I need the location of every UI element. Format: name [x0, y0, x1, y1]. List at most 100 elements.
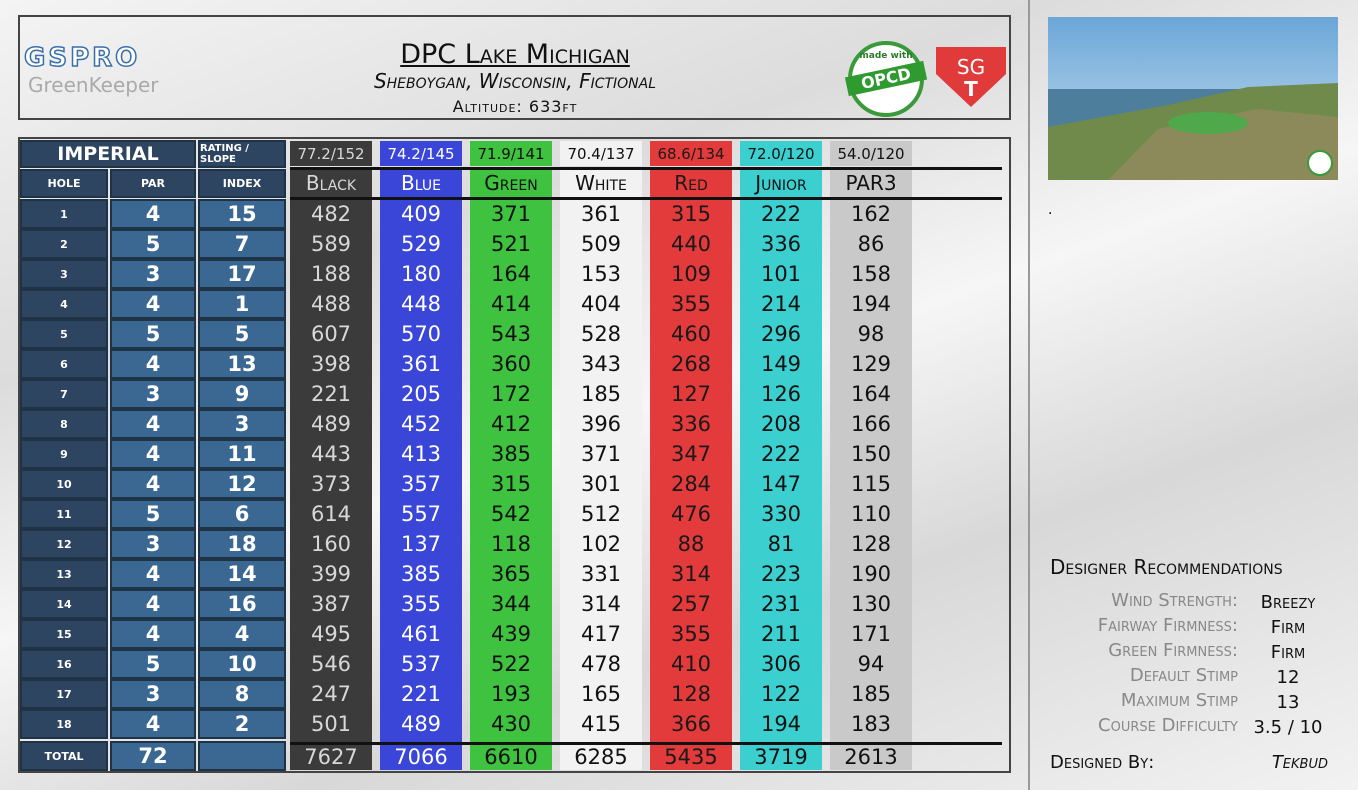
hole-hole: 2 [20, 229, 108, 259]
yardage: 398 [310, 352, 352, 376]
tee-total: 7627 [304, 745, 358, 769]
tee-rating: 72.0/120 [740, 141, 822, 166]
yardage: 164 [490, 262, 532, 286]
yardage: 160 [310, 532, 352, 556]
yardage: 137 [400, 532, 442, 556]
yardage: 331 [580, 562, 622, 586]
yardage: 109 [670, 262, 712, 286]
yardage: 165 [580, 682, 622, 706]
yardage: 88 [677, 532, 705, 556]
yardage: 589 [310, 232, 352, 256]
tee-name: PAR3 [845, 171, 897, 195]
dot: . [1048, 202, 1053, 218]
hole-par: 4 [110, 469, 196, 499]
tee-total: 2613 [844, 745, 898, 769]
hole-par: 4 [110, 439, 196, 469]
yardage: 371 [490, 202, 532, 226]
col-index: INDEX [198, 169, 286, 198]
yardage: 344 [490, 592, 532, 616]
rec-label: Green Firmness: [1108, 640, 1238, 661]
hole-index: 17 [198, 259, 286, 289]
tee-name: Red [674, 171, 708, 195]
yardage: 404 [580, 292, 622, 316]
rec-label: Default Stimp [1129, 665, 1238, 686]
yardage: 347 [670, 442, 712, 466]
rec-label: Maximum Stimp [1120, 690, 1238, 711]
yardage: 194 [850, 292, 892, 316]
yardage: 214 [760, 292, 802, 316]
yardage: 222 [760, 202, 802, 226]
yardage: 296 [760, 322, 802, 346]
hole-hole: 10 [20, 469, 108, 499]
yardage: 557 [400, 502, 442, 526]
yardage: 150 [850, 442, 892, 466]
yardage: 360 [490, 352, 532, 376]
logo-product: GreenKeeper [28, 73, 159, 97]
designed-label: Designed By: [1050, 752, 1155, 773]
hole-hole: 14 [20, 589, 108, 619]
yardage: 268 [670, 352, 712, 376]
rec-value: Breezy [1260, 592, 1316, 613]
yardage: 221 [310, 382, 352, 406]
yardage: 221 [400, 682, 442, 706]
hole-hole: 5 [20, 319, 108, 349]
hole-hole: 8 [20, 409, 108, 439]
hole-hole: 17 [20, 679, 108, 709]
yardage: 417 [580, 622, 622, 646]
yardage: 208 [760, 412, 802, 436]
opcd-badge: made with OPCD [844, 41, 928, 117]
yardage: 330 [760, 502, 802, 526]
tee-column [560, 168, 642, 770]
yardage: 130 [850, 592, 892, 616]
yardage: 488 [310, 292, 352, 316]
hole-par: 3 [110, 259, 196, 289]
hole-par: 4 [110, 199, 196, 229]
hole-par: 4 [110, 559, 196, 589]
yardage: 542 [490, 502, 532, 526]
yardage: 306 [760, 652, 802, 676]
hole-par: 3 [110, 679, 196, 709]
tee-column [830, 168, 912, 770]
yardage: 183 [850, 712, 892, 736]
course-photo [1048, 17, 1338, 180]
yardage: 461 [400, 622, 442, 646]
rec-value: Firm [1270, 617, 1306, 638]
hole-index: 2 [198, 709, 286, 739]
hole-par: 4 [110, 409, 196, 439]
tee-total: 6610 [484, 745, 538, 769]
sgt-bottom: T [964, 77, 978, 101]
tee-column [290, 168, 372, 770]
yardage: 361 [400, 352, 442, 376]
badge-name: OPCD [844, 60, 928, 97]
hole-index: 14 [198, 559, 286, 589]
yardage: 194 [760, 712, 802, 736]
tee-column [380, 168, 462, 770]
yardage: 373 [310, 472, 352, 496]
hole-index: 18 [198, 529, 286, 559]
hole-index: 16 [198, 589, 286, 619]
tee-total: 3719 [754, 745, 808, 769]
total-par: 72 [110, 741, 196, 771]
hole-hole: 3 [20, 259, 108, 289]
hole-par: 4 [110, 349, 196, 379]
yardage: 128 [850, 532, 892, 556]
logo-brand: GSPRO [23, 42, 141, 74]
yardage: 222 [760, 442, 802, 466]
hole-index: 9 [198, 379, 286, 409]
hole-hole: 11 [20, 499, 108, 529]
yardage: 211 [760, 622, 802, 646]
table-box [18, 137, 1011, 773]
subtitle: Sheboygan, Wisconsin, Fictional [373, 69, 657, 93]
altitude: Altitude: 633ft [452, 97, 578, 116]
rule-line [290, 167, 1002, 170]
yardage: 387 [310, 592, 352, 616]
tee-total: 7066 [394, 745, 448, 769]
hole-par: 5 [110, 649, 196, 679]
badge-top: made with [859, 51, 913, 61]
yardage: 185 [580, 382, 622, 406]
yardage: 101 [760, 262, 802, 286]
rule-line [290, 197, 1002, 200]
yardage: 478 [580, 652, 622, 676]
yardage: 366 [670, 712, 712, 736]
